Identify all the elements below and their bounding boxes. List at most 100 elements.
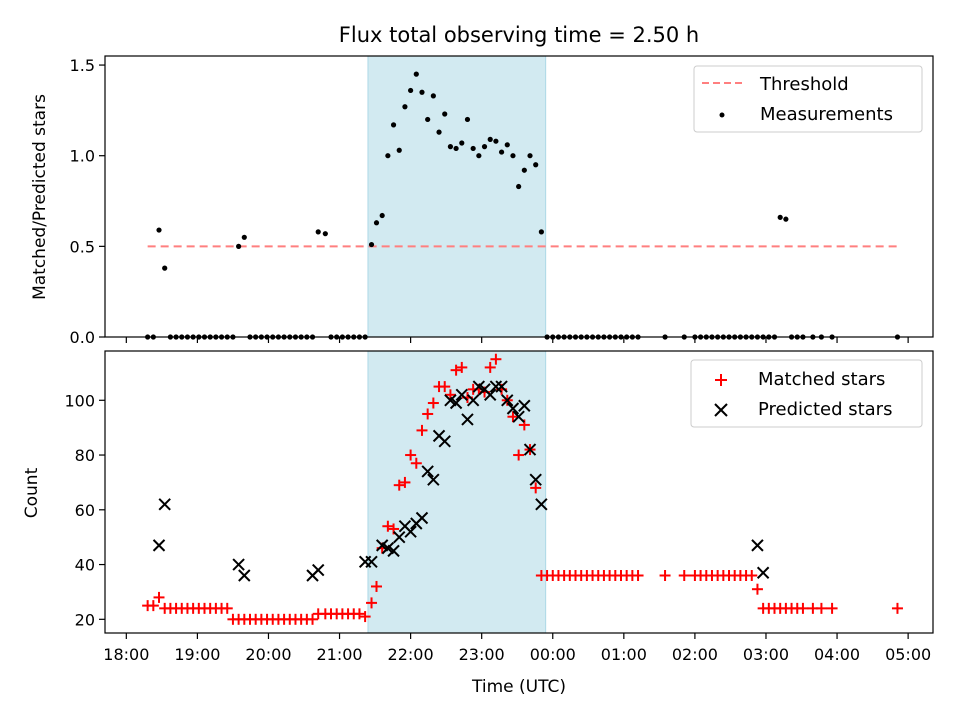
measurement-point (453, 145, 459, 152)
measurement-point (527, 153, 533, 159)
predicted-star-point (466, 394, 480, 407)
predicted-star-point (449, 396, 463, 410)
predicted-star-point (512, 410, 525, 423)
y-tick-label: 60 (75, 501, 95, 520)
matched-star-point (797, 602, 809, 614)
predicted-star-point (523, 443, 537, 456)
measurement-point (783, 216, 789, 222)
x-tick-label: 02:00 (672, 645, 718, 664)
y-tick-label: 80 (75, 446, 95, 465)
measurement-point (476, 153, 482, 159)
measurement-point (430, 93, 436, 99)
matched-star-point (450, 364, 462, 376)
matched-star-point (147, 600, 159, 612)
predicted-star-point (535, 498, 548, 511)
x-tick-label: 01:00 (601, 645, 647, 664)
predicted-star-point (158, 498, 171, 511)
x-tick-label: 19:00 (174, 645, 220, 664)
top-legend: Threshold Measurements (693, 65, 923, 133)
measurement-point (464, 116, 471, 123)
matched-star-point (678, 570, 690, 582)
measurement-point (408, 87, 414, 94)
measurement-point (390, 122, 397, 128)
matched-star-point (221, 602, 233, 614)
predicted-star-point (484, 388, 497, 402)
predicted-star-point (393, 530, 406, 544)
measurement-point (241, 234, 247, 240)
matched-star-point (416, 424, 428, 436)
matched-star-point (439, 381, 451, 393)
predicted-star-point (506, 402, 520, 415)
matched-star-point (153, 591, 165, 603)
matched-star-point (815, 602, 827, 614)
y-tick-label: 1.0 (70, 147, 95, 166)
predicted-star-point (387, 544, 400, 558)
predicted-star-point (238, 569, 251, 582)
measurement-point (510, 153, 516, 159)
measurement-point (368, 241, 375, 248)
measurement-point (385, 153, 391, 159)
matched-star-point (399, 476, 411, 488)
measurement-point (413, 71, 419, 77)
legend-matched-label: Matched stars (758, 369, 885, 390)
measurement-point (777, 214, 783, 220)
measurement-point (156, 227, 162, 233)
predicted-star-point (421, 465, 434, 478)
matched-star-point (746, 570, 758, 582)
matched-star-point (405, 449, 417, 461)
predicted-star-point (529, 473, 542, 486)
matched-star-point (427, 397, 439, 409)
x-tick-label: 03:00 (743, 645, 789, 664)
measurement-point (481, 144, 488, 150)
x-axis-label: Time (UTC) (471, 677, 566, 697)
matched-star-point (366, 597, 378, 609)
measurement-point (521, 167, 527, 173)
measurement-point (236, 243, 242, 249)
x-tick-label: 22:00 (388, 645, 434, 664)
matched-star-point (410, 457, 422, 469)
chart-title: Flux total observing time = 2.50 h (339, 23, 699, 47)
top-plot-frame (104, 55, 934, 338)
matched-star-point (393, 479, 405, 491)
x-tick-label: 21:00 (316, 645, 362, 664)
predicted-star-point (518, 399, 531, 412)
y-tick-label: 100 (64, 391, 95, 410)
predicted-star-point (427, 473, 440, 486)
measurement-point (459, 140, 465, 146)
bottom-y-axis-label: Count (22, 467, 42, 518)
measurement-point (442, 111, 448, 117)
predicted-star-point (232, 558, 245, 571)
x-tick-label: 00:00 (530, 645, 576, 664)
matched-star-point (507, 411, 519, 423)
x-tick-label: 23:00 (459, 645, 505, 664)
matched-star-point (456, 361, 468, 373)
measurement-point (493, 138, 499, 144)
bottom-legend: Matched stars Predicted stars (690, 359, 923, 428)
legend-measurements-swatch (719, 112, 725, 118)
predicted-star-point (461, 413, 474, 426)
predicted-star-point (455, 388, 468, 402)
matched-star-point (307, 613, 319, 625)
y-tick-label: 20 (75, 610, 95, 629)
x-tick-label: 20:00 (245, 645, 291, 664)
matched-star-point (382, 520, 394, 532)
measurement-point (470, 145, 476, 152)
measurement-point (504, 142, 510, 148)
matched-star-point (826, 602, 838, 614)
matched-star-point (422, 408, 434, 420)
y-tick-label: 40 (75, 556, 95, 575)
x-tick-label: 04:00 (814, 645, 860, 664)
matched-star-point (891, 602, 903, 614)
predicted-star-point (438, 435, 451, 448)
predicted-star-point (404, 525, 417, 538)
measurement-point (419, 89, 425, 95)
measurement-point (487, 136, 493, 142)
legend-predicted-swatch (714, 403, 728, 417)
predicted-star-point (152, 539, 166, 552)
measurement-point (322, 231, 328, 237)
y-tick-label: 0.5 (70, 237, 95, 256)
predicted-star-point (756, 566, 770, 579)
predicted-star-point (489, 380, 503, 393)
measurement-point (315, 229, 321, 235)
